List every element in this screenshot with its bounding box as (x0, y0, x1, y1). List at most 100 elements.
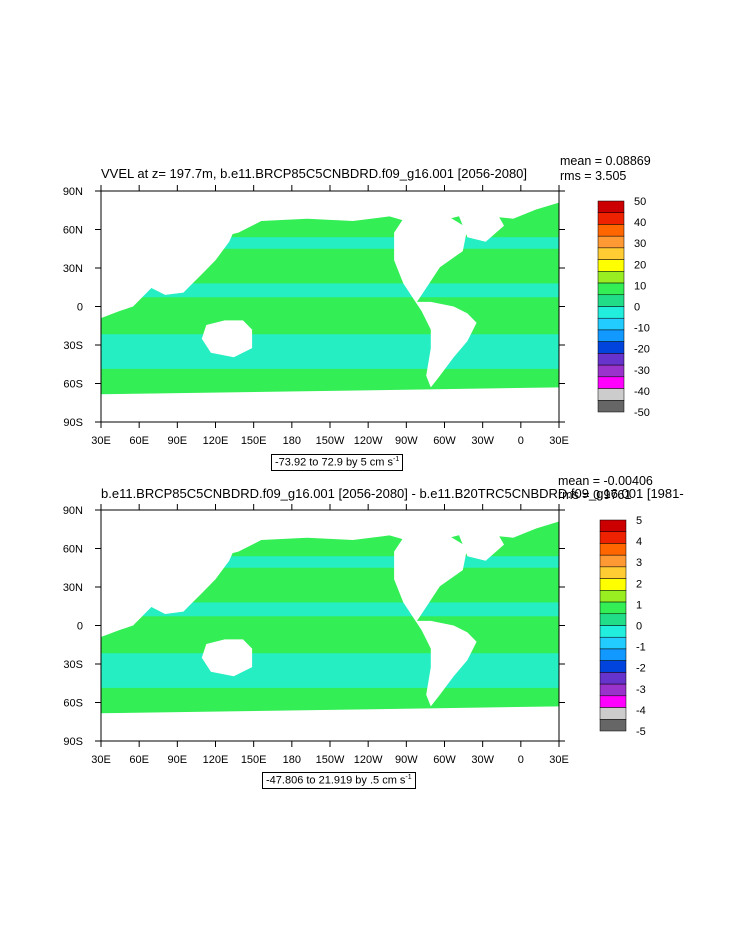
panel-1-colorbar-swatch-7 (597, 282, 625, 296)
panel-2-mean: mean = -0.00406 (558, 474, 653, 488)
panel-1-xtick-label-1: 60E (129, 435, 149, 447)
panel-1-xtick-label-7: 120W (354, 435, 383, 447)
panel-1-colorbar-swatch-3 (597, 235, 625, 249)
panel-2-xtick-label-8: 90W (395, 754, 418, 766)
panel-2-colorbar-swatch-8 (599, 613, 627, 626)
panel-1-xtick-label-5: 180 (283, 435, 301, 447)
panel-1-colorbar-swatch-13 (597, 353, 625, 366)
panel-2-rms: rms = 0.9761 (558, 488, 632, 502)
panel-1-colorbar-swatch-2 (597, 224, 625, 237)
panel-1-colorbar-swatch-8 (597, 294, 625, 307)
panel-2-land-1 (101, 533, 239, 637)
panel-1-xtick-label-8: 90W (395, 435, 418, 447)
panel-1-contour-info: -73.92 to 72.9 by 5 cm s-1 (271, 454, 404, 471)
panel-1-xtick-label-12: 30E (549, 435, 569, 447)
panel-2-colorbar-swatch-11 (599, 648, 627, 661)
panel-2-xtick-label-7: 120W (354, 754, 383, 766)
panel-1-ytick-label-0: 90N (63, 186, 83, 198)
panel-2-ytick-label-4: 30S (63, 659, 83, 671)
panel-1-land-3 (394, 214, 477, 388)
panel-2-colorbar-swatch-6 (599, 590, 627, 603)
panel-2-contour-info: -47.806 to 21.919 by .5 cm s-1 (262, 772, 416, 789)
panel-1-colorbar-label-5: 0 (634, 302, 640, 314)
panel-1-xtick-label-10: 30W (471, 435, 494, 447)
panel-1-colorbar-swatch-11 (597, 329, 625, 342)
panel-2-colorbar-swatch-13 (599, 672, 627, 685)
panel-2-colorbar-label-5: 0 (636, 621, 642, 633)
panel-1-colorbar-swatch-15 (597, 376, 625, 389)
panel-1-ocean-band-2 (101, 237, 559, 249)
panel-2-xtick-label-0: 30E (91, 754, 111, 766)
panel-2-colorbar-swatch-16 (599, 707, 627, 720)
panel-2-colorbar-label-3: 2 (636, 578, 642, 590)
panel-1-rms: rms = 3.505 (560, 169, 627, 183)
panel-1-colorbar-swatch-10 (597, 317, 625, 331)
panel-2-colorbar-swatch-9 (599, 625, 627, 638)
panel-2-ocean-band-2 (101, 556, 559, 568)
panel-1-contour-info-sup: -1 (393, 456, 400, 463)
panel-1-ytick-label-3: 0 (77, 302, 83, 314)
panel-2-colorbar-swatch-10 (599, 636, 627, 650)
panel-1-colorbar-label-8: -30 (634, 365, 650, 377)
panel-2-land-5 (101, 706, 559, 741)
panel-1-colorbar-label-7: -20 (634, 344, 650, 356)
panel-1-xtick-label-2: 90E (168, 435, 188, 447)
panel-2-ocean-band-3 (101, 602, 559, 617)
panel-2-colorbar-label-2: 3 (636, 557, 642, 569)
panel-2-xtick-label-4: 150E (241, 754, 267, 766)
panel-1-xtick-label-11: 0 (518, 435, 524, 447)
panel-1-ocean-band-0 (101, 334, 559, 369)
panel-1-xtick-label-4: 150E (241, 435, 267, 447)
panel-2-xtick-label-10: 30W (471, 754, 494, 766)
panel-2-ytick-label-3: 0 (77, 621, 83, 633)
panel-2-xtick-label-12: 30E (549, 754, 569, 766)
panel-2-colorbar-label-9: -4 (636, 705, 646, 717)
panel-1-colorbar-swatch-9 (597, 306, 625, 319)
panel-2-colorbar-swatch-17 (599, 719, 627, 732)
panel-2-xtick-label-5: 180 (283, 754, 301, 766)
panel-2-colorbar-swatch-14 (599, 683, 627, 697)
panel-1-land-5 (101, 387, 559, 422)
panel-2-xtick-label-6: 150W (316, 754, 345, 766)
panel-2-colorbar-swatch-2 (599, 543, 627, 556)
panel-2-contour-info-text: -47.806 to 21.919 by .5 cm s (266, 774, 406, 787)
panel-1-colorbar-label-1: 40 (634, 217, 646, 229)
panel-1-colorbar-label-0: 50 (634, 196, 646, 208)
panel-2-colorbar-swatch-7 (599, 601, 627, 615)
panel-1-ocean-band-3 (101, 283, 559, 298)
panel-1-xtick-label-6: 150W (316, 435, 345, 447)
panel-2-colorbar-label-8: -3 (636, 684, 646, 696)
panel-2-xtick-label-2: 90E (168, 754, 188, 766)
panel-1-land-4 (458, 209, 504, 242)
panel-1-colorbar-swatch-17 (597, 400, 625, 413)
panel-1-colorbar-swatch-16 (597, 388, 625, 401)
panel-1-ytick-label-1: 60N (63, 225, 83, 237)
panel-1-title: VVEL at z= 197.7m, b.e11.BRCP85C5CNBDRD.… (101, 166, 528, 181)
panel-2-colorbar-label-10: -5 (636, 726, 646, 738)
panel-1-land-2 (201, 320, 253, 358)
panel-2-colorbar-swatch-12 (599, 660, 627, 673)
panel-1-colorbar-label-9: -40 (634, 386, 650, 398)
panel-1-mean: mean = 0.08869 (560, 154, 651, 168)
panel-1-ytick-label-6: 90S (63, 417, 83, 429)
panel-1-land-1 (101, 214, 239, 319)
panel-2-colorbar-swatch-5 (599, 578, 627, 591)
panel-1-colorbar-swatch-0 (597, 200, 625, 213)
panel-1-ytick-label-2: 30N (63, 263, 83, 275)
panel-1-colorbar-label-6: -10 (634, 323, 650, 335)
panel-2-colorbar-label-0: 5 (636, 515, 642, 527)
panel-2-land-3 (394, 533, 477, 707)
panel-1-colorbar-label-4: 10 (634, 280, 646, 292)
panel-2-xtick-label-1: 60E (129, 754, 149, 766)
panel-2-ytick-label-0: 90N (63, 505, 83, 517)
panel-2-title: b.e11.BRCP85C5CNBDRD.f09_g16.001 [2056-2… (101, 486, 684, 501)
panel-2-colorbar-swatch-1 (599, 531, 627, 544)
panel-1-contour-info-text: -73.92 to 72.9 by 5 cm s (275, 456, 394, 469)
panel-2-colorbar-swatch-15 (599, 695, 627, 708)
panel-2-colorbar-label-1: 4 (636, 536, 642, 548)
panel-1-colorbar-swatch-14 (597, 364, 625, 378)
panel-2-colorbar-swatch-4 (599, 566, 627, 579)
panel-1-colorbar-swatch-4 (597, 247, 625, 260)
panel-1-ytick-label-5: 60S (63, 379, 83, 391)
